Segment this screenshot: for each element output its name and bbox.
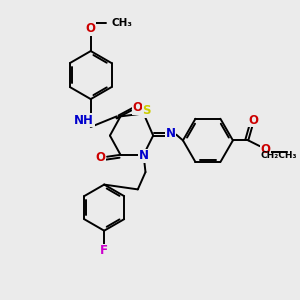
Text: CH₂CH₃: CH₂CH₃ bbox=[261, 151, 297, 160]
Text: O: O bbox=[248, 114, 258, 127]
Text: O: O bbox=[133, 101, 143, 114]
Text: O: O bbox=[95, 151, 105, 164]
Text: N: N bbox=[166, 127, 176, 140]
Text: N: N bbox=[139, 149, 148, 162]
Text: CH₃: CH₃ bbox=[112, 18, 133, 28]
Text: S: S bbox=[142, 104, 151, 117]
Text: O: O bbox=[86, 22, 96, 35]
Text: O: O bbox=[261, 142, 271, 155]
Text: NH: NH bbox=[74, 114, 94, 127]
Text: F: F bbox=[100, 244, 108, 257]
